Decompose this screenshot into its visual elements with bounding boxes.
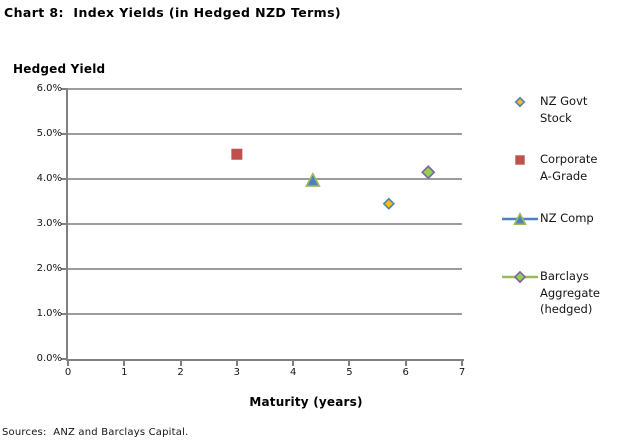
y-tick-mark bbox=[61, 88, 66, 90]
plot-area bbox=[68, 88, 462, 359]
x-tick-label: 1 bbox=[121, 367, 128, 378]
chart-title: Chart 8: Index Yields (in Hedged NZD Ter… bbox=[4, 5, 342, 20]
x-tick-mark bbox=[348, 361, 351, 366]
gridline bbox=[68, 88, 462, 90]
legend-label: NZ Comp bbox=[540, 210, 594, 227]
y-axis-title: Hedged Yield bbox=[13, 62, 106, 76]
y-tick-label: 5.0% bbox=[36, 128, 62, 139]
data-point-nz-comp bbox=[305, 172, 321, 187]
x-tick-label: 3 bbox=[233, 367, 241, 378]
legend-label-line: Aggregate bbox=[540, 285, 600, 300]
corporate-a-grade-legend-marker-icon bbox=[515, 155, 525, 165]
barclays-aggregate-hedged-legend-marker-icon bbox=[502, 270, 538, 284]
x-axis-line bbox=[66, 359, 464, 361]
gridline bbox=[68, 178, 462, 180]
legend-label: Barclays Aggregate (hedged) bbox=[540, 268, 600, 318]
y-tick-mark bbox=[61, 133, 66, 135]
x-tick-label: 4 bbox=[289, 367, 297, 378]
legend-item-corporate-a-grade: Corporate A-Grade bbox=[502, 151, 598, 184]
y-tick-label: 3.0% bbox=[36, 218, 62, 229]
y-tick-label: 6.0% bbox=[36, 83, 62, 94]
data-points-layer bbox=[231, 148, 436, 210]
y-tick-mark bbox=[61, 223, 66, 225]
y-axis-line bbox=[66, 88, 68, 361]
legend-label-line: NZ Govt bbox=[540, 94, 588, 108]
x-tick-mark bbox=[123, 361, 126, 366]
x-tick-mark bbox=[404, 361, 407, 366]
y-tick-mark bbox=[61, 268, 66, 270]
legend-label-line: Barclays bbox=[540, 269, 589, 283]
legend-item-nz-govt-stock: NZ Govt Stock bbox=[502, 93, 587, 126]
legend-item-nz-comp: NZ Comp bbox=[502, 210, 594, 228]
x-tick-mark bbox=[67, 361, 69, 366]
x-tick-mark bbox=[179, 361, 182, 366]
data-point-corporate-a-grade bbox=[231, 148, 243, 160]
x-tick-label: 7 bbox=[458, 367, 466, 378]
x-tick-label: 0 bbox=[64, 367, 72, 378]
legend-label-line: Stock bbox=[540, 110, 572, 125]
nz-govt-stock-legend-marker-icon bbox=[514, 96, 526, 108]
legend-label-line: Corporate bbox=[540, 152, 598, 166]
x-tick-mark bbox=[461, 361, 463, 366]
x-tick-mark bbox=[235, 361, 238, 366]
source-note: Sources: ANZ and Barclays Capital. bbox=[2, 427, 189, 438]
x-tick-mark bbox=[292, 361, 295, 366]
gridline bbox=[68, 313, 462, 315]
gridline bbox=[68, 223, 462, 225]
y-tick-label: 4.0% bbox=[36, 173, 62, 184]
x-axis-title: Maturity (years) bbox=[249, 395, 363, 409]
legend-label-line: NZ Comp bbox=[540, 211, 594, 225]
legend-label: Corporate A-Grade bbox=[540, 151, 598, 184]
legend-label: NZ Govt Stock bbox=[540, 93, 587, 126]
y-tick-label: 2.0% bbox=[36, 263, 62, 274]
nz-comp-legend-marker-icon bbox=[502, 212, 538, 226]
legend-label-line: A-Grade bbox=[540, 168, 588, 183]
gridline bbox=[68, 268, 462, 270]
legend-label-line: (hedged) bbox=[540, 302, 593, 316]
y-tick-label: 0.0% bbox=[36, 353, 62, 364]
y-tick-label: 1.0% bbox=[36, 308, 62, 319]
y-tick-mark bbox=[61, 358, 66, 360]
y-tick-mark bbox=[61, 178, 66, 180]
x-tick-label: 6 bbox=[402, 367, 409, 378]
x-tick-label: 2 bbox=[177, 367, 184, 378]
legend-item-barclays-aggregate-hedged: Barclays Aggregate (hedged) bbox=[502, 268, 600, 318]
data-point-barclays-aggregate-hedged bbox=[421, 165, 436, 180]
x-tick-label: 5 bbox=[346, 367, 353, 378]
data-point-nz-govt-stock bbox=[382, 197, 395, 210]
y-tick-mark bbox=[61, 313, 66, 315]
gridline bbox=[68, 133, 462, 135]
